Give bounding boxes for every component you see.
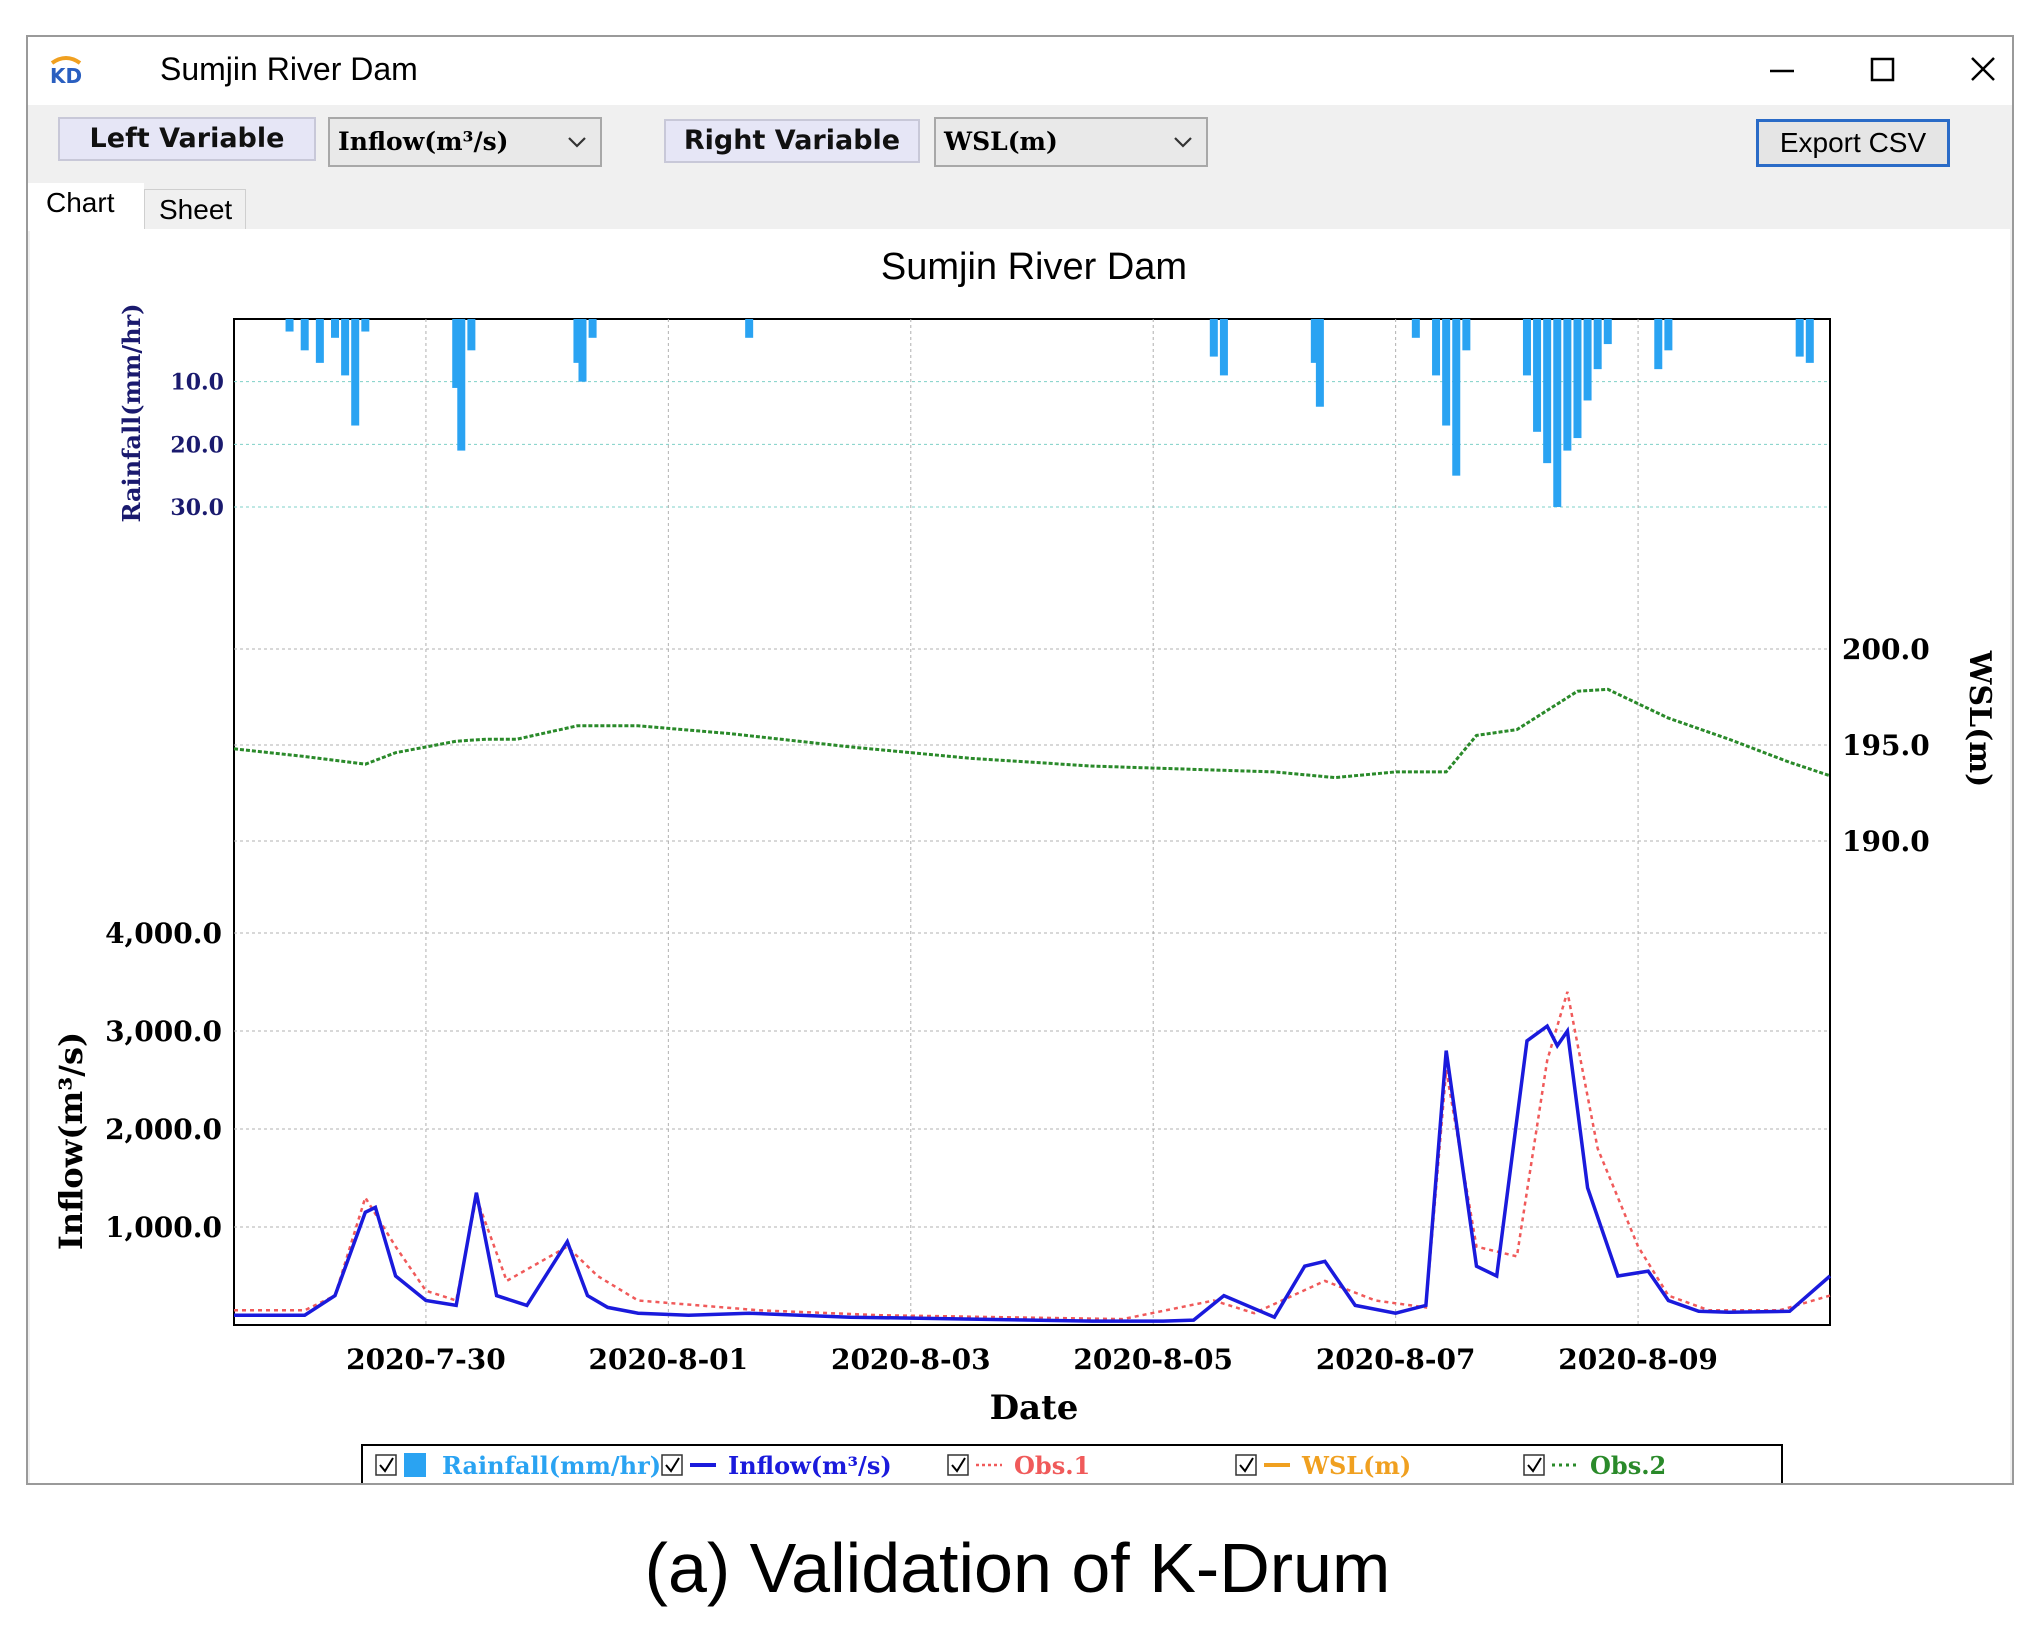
right-axis-label: WSL(m)	[1962, 650, 1997, 788]
left-variable-value: Inflow(m³/s)	[338, 127, 509, 156]
obs1-line	[234, 991, 1831, 1321]
rainfall-bar	[1462, 319, 1471, 351]
legend-label: Obs.1	[1014, 1451, 1090, 1480]
check-icon	[1239, 1457, 1254, 1473]
rainfall-bar	[1522, 319, 1531, 376]
rainfall-bar	[1593, 319, 1602, 370]
legend-label: WSL(m)	[1301, 1451, 1411, 1480]
rainfall-bar	[452, 319, 461, 388]
rainfall-bar	[1543, 319, 1552, 464]
rainfall-bar	[573, 319, 582, 363]
rainfall-bar	[578, 319, 587, 382]
tab-chart[interactable]: Chart	[28, 183, 144, 231]
rainfall-bar	[1563, 319, 1572, 451]
rainfall-bar	[1315, 319, 1324, 407]
right-tick-label: 200.0	[1842, 633, 1930, 666]
rainfall-bar	[588, 319, 597, 338]
check-icon	[379, 1457, 394, 1473]
rainfall-bar	[1603, 319, 1612, 345]
rainfall-bar	[467, 319, 476, 351]
rainfall-bar	[315, 319, 324, 363]
chart-title: Sumjin River Dam	[881, 246, 1187, 288]
rainfall-bar	[1573, 319, 1582, 439]
rainfall-bar	[1209, 319, 1218, 357]
right-variable-value: WSL(m)	[944, 127, 1058, 156]
maximize-icon[interactable]	[1852, 43, 1912, 97]
rainfall-bar	[1664, 319, 1673, 351]
app-window: KD Sumjin River Dam Left Variable Inflow…	[26, 35, 2014, 1486]
legend-swatch	[404, 1453, 426, 1477]
y-tick-label: 2,000.0	[105, 1113, 222, 1146]
chevron-down-icon	[1174, 137, 1192, 148]
plot-area	[233, 318, 1831, 1326]
rainfall-bar	[285, 319, 294, 332]
x-tick-label: 2020-8-05	[1073, 1343, 1233, 1376]
rainfall-axis-label: Rainfall(mm/hr)	[117, 303, 146, 522]
check-icon	[951, 1457, 966, 1473]
rainfall-bar	[1310, 319, 1319, 363]
rainfall-bar	[1553, 319, 1562, 507]
rainfall-bar	[457, 319, 466, 451]
legend-label: Obs.2	[1590, 1451, 1666, 1480]
rainfall-bar	[1654, 319, 1663, 370]
rainfall-bar	[1442, 319, 1451, 426]
rainfall-tick-label: 30.0	[170, 495, 224, 521]
check-icon	[1527, 1457, 1542, 1473]
inflow-line	[234, 1023, 1832, 1323]
minimize-icon[interactable]	[1752, 43, 1812, 97]
left-variable-label: Left Variable	[58, 117, 316, 161]
rainfall-bar	[1411, 319, 1420, 338]
rainfall-tick-label: 20.0	[170, 432, 224, 458]
rainfall-bar	[1583, 319, 1592, 401]
check-icon	[665, 1457, 680, 1473]
obs2-line	[233, 687, 1831, 780]
rainfall-bar	[1432, 319, 1441, 376]
rainfall-bar	[331, 319, 340, 338]
y-tick-label: 1,000.0	[105, 1211, 222, 1244]
chart-panel: 2020-7-30 2020-8-01 2020-8-03 2020-8-05 2020…	[30, 229, 2010, 1486]
hydrograph-chart: 2020-7-30 2020-8-01 2020-8-03 2020-8-05 2020…	[52, 246, 1997, 1486]
y-tick-label: 4,000.0	[105, 917, 222, 950]
rainfall-bar	[1452, 319, 1461, 476]
rainfall-bar	[361, 319, 370, 332]
rainfall-bar	[341, 319, 350, 376]
rainfall-bar	[300, 319, 309, 351]
x-tick-label: 2020-7-30	[346, 1343, 506, 1376]
legend-label: Rainfall(mm/hr)	[442, 1451, 661, 1480]
rainfall-bar	[745, 319, 754, 338]
x-tick-label: 2020-8-09	[1558, 1343, 1718, 1376]
tab-sheet[interactable]: Sheet	[144, 189, 246, 231]
x-axis-label: Date	[990, 1388, 1079, 1428]
x-tick-label: 2020-8-07	[1316, 1343, 1476, 1376]
rainfall-bar	[1795, 319, 1804, 357]
rainfall-bar	[351, 319, 360, 426]
y-axis-label: Inflow(m³/s)	[52, 1032, 90, 1250]
right-variable-select[interactable]: WSL(m)	[934, 117, 1208, 167]
rainfall-bar	[1533, 319, 1542, 432]
y-tick-label: 3,000.0	[105, 1015, 222, 1048]
x-tick-label: 2020-8-03	[831, 1343, 991, 1376]
close-icon[interactable]	[1952, 43, 2012, 97]
export-csv-button[interactable]: Export CSV	[1756, 119, 1950, 167]
app-logo-icon: KD	[50, 56, 82, 87]
svg-text:KD: KD	[50, 64, 82, 87]
rainfall-tick-label: 10.0	[170, 370, 224, 396]
title-bar: KD Sumjin River Dam	[28, 37, 2012, 105]
left-variable-select[interactable]: Inflow(m³/s)	[328, 117, 602, 167]
right-tick-label: 190.0	[1842, 825, 1930, 858]
chevron-down-icon	[568, 137, 586, 148]
figure-caption: (a) Validation of K-Drum	[644, 1529, 1391, 1607]
window-title: Sumjin River Dam	[160, 51, 418, 87]
right-variable-label: Right Variable	[664, 119, 920, 163]
legend-label: Inflow(m³/s)	[728, 1451, 892, 1480]
rainfall-bar	[1219, 319, 1228, 376]
x-tick-label: 2020-8-01	[589, 1343, 749, 1376]
right-tick-label: 195.0	[1842, 729, 1930, 762]
rainfall-bar	[1805, 319, 1814, 363]
